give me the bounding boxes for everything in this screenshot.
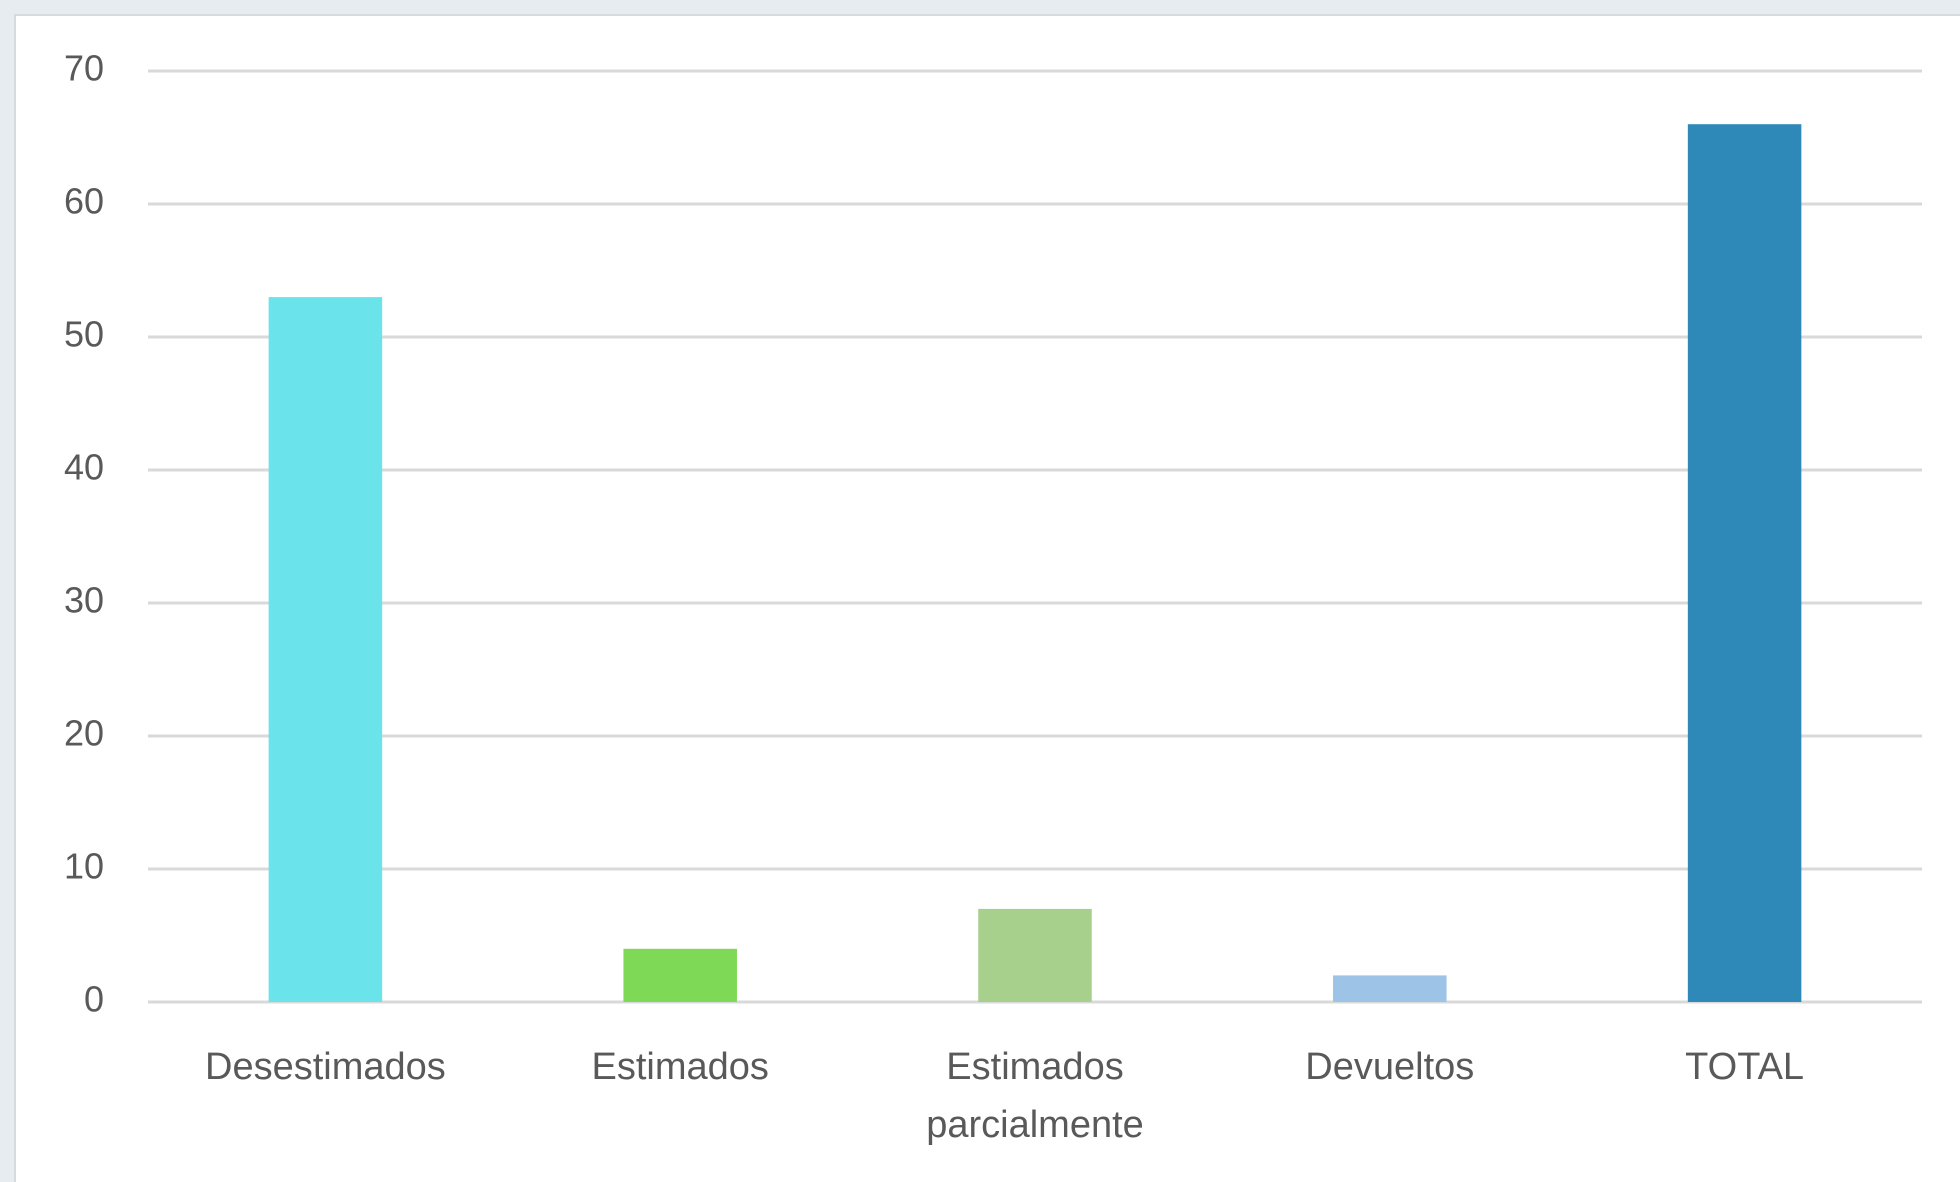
- x-tick-label: Desestimados: [205, 1046, 446, 1088]
- bar: [1687, 124, 1802, 1002]
- y-tick-label: 20: [64, 713, 104, 754]
- y-tick-label: 50: [64, 314, 104, 355]
- x-tick-label: Estimados parcialmente: [926, 1046, 1144, 1146]
- x-tick-label: Estimados: [591, 1046, 769, 1088]
- x-tick-label: TOTAL: [1685, 1046, 1805, 1088]
- bar: [978, 908, 1092, 1002]
- y-tick-label: 60: [64, 181, 104, 222]
- bar: [268, 297, 383, 1003]
- y-tick-label: 70: [64, 48, 104, 89]
- y-tick-label: 10: [64, 846, 104, 887]
- bar: [623, 948, 737, 1002]
- x-tick-label: Devueltos: [1305, 1046, 1475, 1088]
- y-tick-label: 40: [64, 447, 104, 488]
- bar: [1333, 975, 1447, 1002]
- y-tick-label: 0: [84, 979, 104, 1020]
- y-tick-label: 30: [64, 580, 104, 621]
